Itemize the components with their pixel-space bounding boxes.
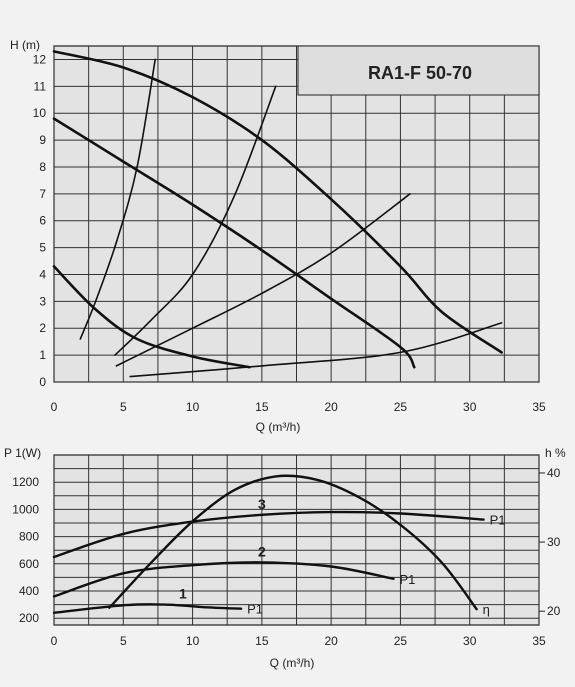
system-curve <box>114 85 277 356</box>
y-tick-label: 1200 <box>12 475 39 489</box>
y-tick-label: 2 <box>39 321 46 335</box>
pump-curve <box>52 117 416 369</box>
y2-tick-label: 30 <box>547 535 561 549</box>
x-tick-label: 25 <box>394 400 408 414</box>
pump-curve <box>52 50 503 354</box>
x-tick-label: 30 <box>463 634 477 648</box>
y-tick-label: 1 <box>39 348 46 362</box>
y-tick-label: 12 <box>33 52 47 66</box>
y-tick-label: 1000 <box>12 502 39 516</box>
y-tick-label: 400 <box>19 584 39 598</box>
system-curve <box>129 322 503 378</box>
y-tick-label: 7 <box>39 187 46 201</box>
power-curve-label: P1 <box>400 572 416 587</box>
x-tick-label: 30 <box>463 400 477 414</box>
power-curve-3 <box>52 510 485 559</box>
chart-title-box <box>297 45 540 96</box>
power-curve-1 <box>52 603 243 614</box>
x-tick-label: 15 <box>255 400 269 414</box>
power-curve-label: P1 <box>247 602 263 617</box>
power-x-axis-label: Q (m³/h) <box>270 656 315 670</box>
head-y-axis-label: H (m) <box>10 38 40 52</box>
y-tick-label: 9 <box>39 133 46 147</box>
x-tick-label: 5 <box>120 634 127 648</box>
power-curve-number: 3 <box>258 496 266 512</box>
y2-tick-label: 40 <box>547 466 561 480</box>
head-x-axis-label: Q (m³/h) <box>256 420 301 434</box>
y-tick-label: 11 <box>34 79 47 93</box>
x-tick-label: 0 <box>51 634 58 648</box>
power-curve-number: 2 <box>258 543 266 559</box>
system-curve <box>79 58 156 340</box>
y-tick-label: 6 <box>39 214 46 228</box>
pump-curve <box>52 265 251 369</box>
head-chart: RA1-F 50-70 H (m) Q (m³/h) 0123456789101… <box>10 38 546 434</box>
x-tick-label: 35 <box>532 634 546 648</box>
head-chart-grid <box>53 46 540 383</box>
y-tick-label: 800 <box>19 530 39 544</box>
x-tick-label: 20 <box>324 400 338 414</box>
power-curve-2 <box>52 561 395 598</box>
x-tick-label: 10 <box>186 400 200 414</box>
power-y-axis-label: P 1(W) <box>4 446 41 460</box>
x-tick-label: 25 <box>394 634 408 648</box>
y-tick-label: 3 <box>39 294 46 308</box>
head-chart-curves <box>52 50 503 378</box>
y-tick-label: 10 <box>33 106 47 120</box>
y-tick-label: 5 <box>39 241 46 255</box>
y-tick-label: 4 <box>39 267 46 281</box>
y-tick-label: 0 <box>39 375 46 389</box>
power-chart-curves: P1 1 P1 2 P1 3 η <box>52 474 506 617</box>
x-tick-label: 10 <box>186 634 200 648</box>
efficiency-curve <box>108 474 478 611</box>
efficiency-y-axis-label: h % <box>545 446 566 460</box>
y2-tick-label: 20 <box>547 604 561 618</box>
x-tick-label: 35 <box>532 400 546 414</box>
chart-title: RA1-F 50-70 <box>368 63 472 83</box>
x-tick-label: 20 <box>324 634 338 648</box>
power-chart-grid <box>53 455 540 625</box>
y-tick-label: 200 <box>19 611 39 625</box>
x-tick-label: 0 <box>51 400 58 414</box>
efficiency-curve-label: η <box>483 602 490 617</box>
power-curve-number: 1 <box>179 586 187 602</box>
y-tick-label: 8 <box>39 160 46 174</box>
system-curve <box>115 193 411 367</box>
power-chart: P 1(W) h % Q (m³/h) 20040060080010001200… <box>4 446 566 670</box>
power-curve-label: P1 <box>490 513 506 528</box>
x-tick-label: 15 <box>255 634 269 648</box>
x-tick-label: 5 <box>120 400 127 414</box>
y-tick-label: 600 <box>19 557 39 571</box>
